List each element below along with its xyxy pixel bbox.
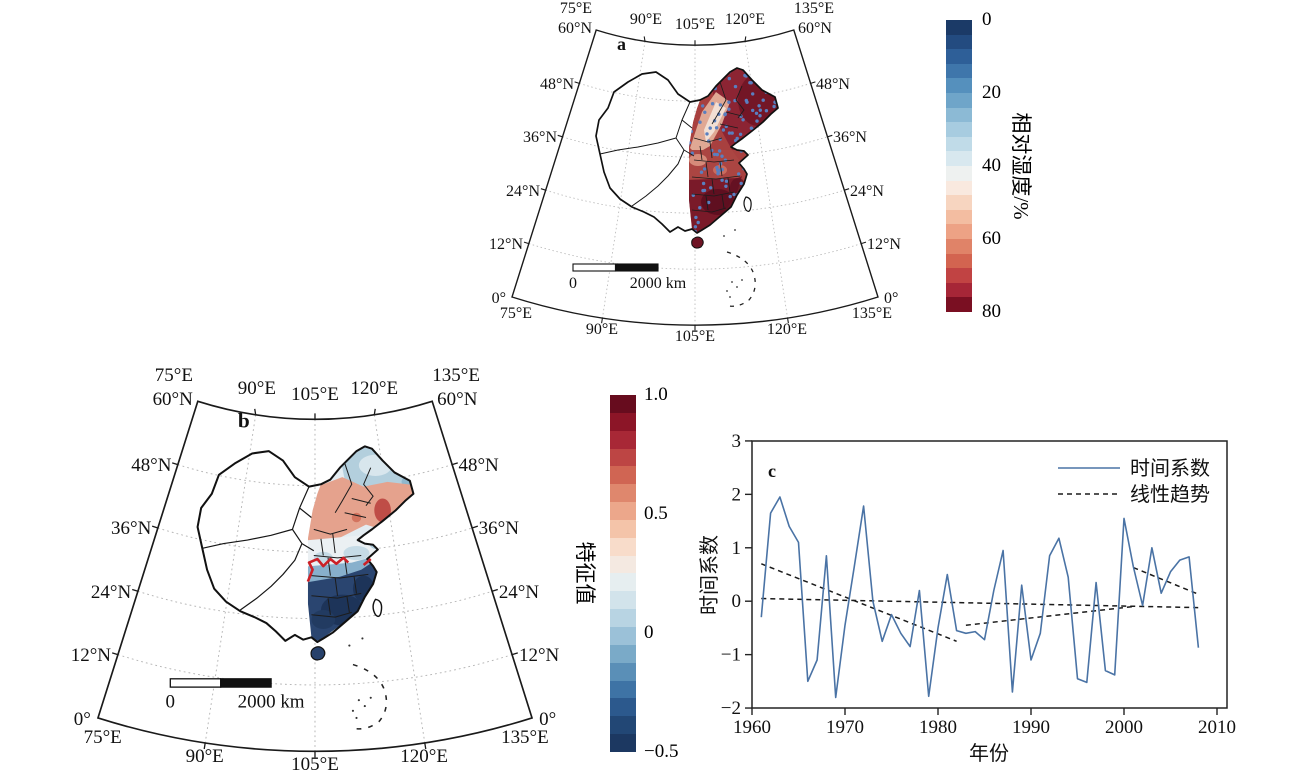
colorbar-eigenvalue-label: 特征值 (573, 541, 597, 605)
trend-segment (1133, 566, 1199, 595)
tick-label: 0 (732, 591, 742, 612)
trend-segment (965, 605, 1134, 626)
chart-axis-ticks: 1960 1970 1980 1990 2000 2010 3 2 1 0 −1 −2 (721, 431, 1236, 738)
colorbar-tick: 1.0 (644, 384, 668, 405)
panel-a-letter: a (617, 34, 626, 54)
hainan-island (310, 646, 326, 661)
panel-b-letter: b (238, 408, 250, 432)
x-axis-label: 年份 (969, 742, 1009, 765)
tick-label: 1970 (826, 717, 864, 738)
colorbar-tick: −0.5 (644, 741, 679, 762)
legend-label-series: 时间系数 (1130, 457, 1210, 480)
zero-contour-line (306, 556, 372, 583)
tick-label: −2 (721, 698, 741, 719)
chart-legend: 时间系数 线性趋势 (1058, 457, 1210, 506)
colorbar-tick: 20 (982, 82, 1001, 103)
chart-frame (751, 440, 1228, 709)
colorbar-eigenvalue-gradient (610, 395, 636, 752)
tick-label: 2010 (1198, 717, 1236, 738)
map-panel-b: b (69, 364, 561, 777)
trend-segment (761, 597, 1199, 609)
tick-label: 1990 (1012, 717, 1050, 738)
colorbar-tick: 0.5 (644, 503, 668, 524)
colorbar-humidity-label: 相对湿度/% (1009, 112, 1033, 220)
colorbar-tick: 0 (644, 622, 654, 643)
colorbar-eigenvalue (610, 395, 636, 752)
tick-label: 1960 (733, 717, 771, 738)
colorbar-tick: 80 (982, 301, 1001, 322)
legend-label-trend: 线性趋势 (1130, 483, 1210, 506)
map-panel-a: 0 2000 km 75°E 90°E 105°E 120°E 135°E 75… (488, 0, 903, 346)
hainan-island (691, 236, 704, 249)
linear-trend-lines (761, 563, 1199, 642)
time-series-chart: 1960 1970 1980 1990 2000 2010 3 2 1 0 −1 −2 c 时间系数 … (698, 431, 1236, 765)
colorbar-tick: 40 (982, 155, 1001, 176)
colorbar-humidity (946, 20, 972, 312)
tick-label: 1980 (919, 717, 957, 738)
colorbar-tick: 0 (982, 9, 992, 30)
tick-label: 1 (732, 538, 742, 559)
colorbar-humidity-gradient (946, 20, 972, 312)
trend-segment (761, 563, 957, 642)
y-axis-label: 时间系数 (698, 535, 721, 615)
time-coefficient-line (760, 496, 1200, 699)
tick-label: 2 (732, 484, 742, 505)
colorbar-tick: 60 (982, 228, 1001, 249)
tick-label: 3 (732, 431, 742, 452)
tick-label: 2000 (1105, 717, 1143, 738)
panel-c-letter: c (768, 461, 776, 481)
tick-label: −1 (721, 645, 741, 666)
